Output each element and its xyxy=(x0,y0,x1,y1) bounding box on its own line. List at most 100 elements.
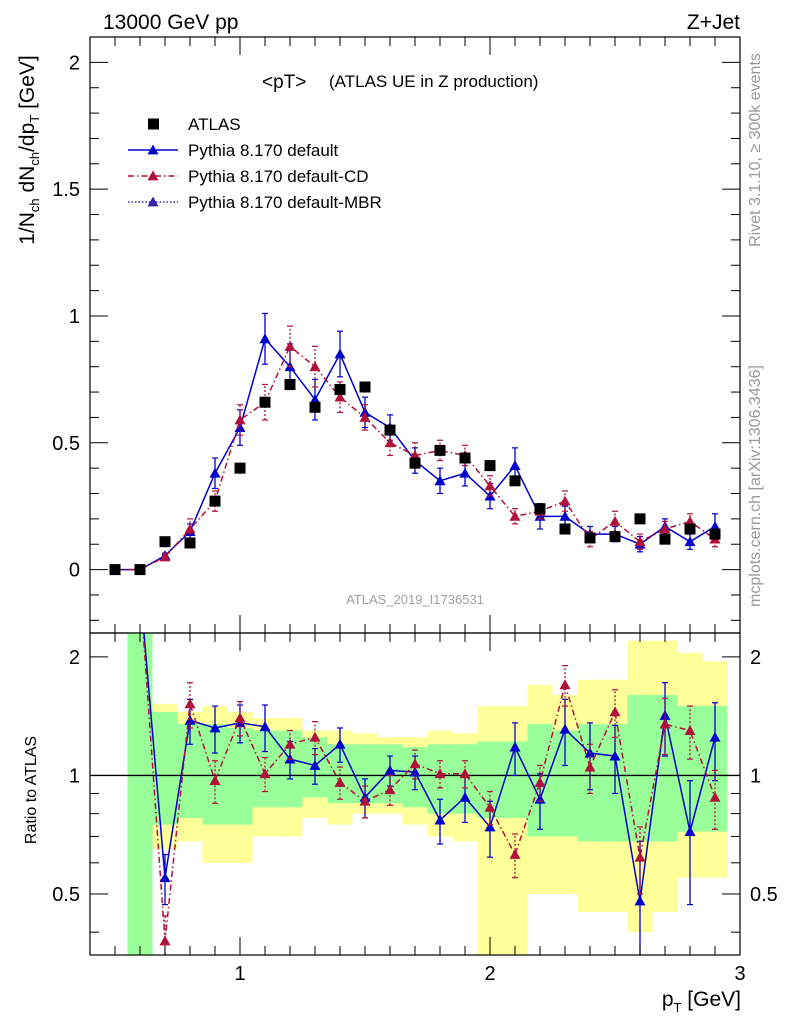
data-point xyxy=(684,536,696,547)
atlas-data-point xyxy=(659,533,671,545)
data-point xyxy=(159,551,171,562)
ratio-y-tick-label: 0.5 xyxy=(52,884,80,906)
ratio-data-point xyxy=(209,775,221,786)
ratio-data-point xyxy=(659,718,671,729)
uncertainty-band-inner xyxy=(227,727,253,825)
atlas-data-point xyxy=(284,378,296,390)
uncertainty-band-inner xyxy=(152,711,178,825)
atlas-data-point xyxy=(159,536,171,548)
data-point xyxy=(234,414,246,425)
atlas-data-point xyxy=(584,532,596,544)
ratio-data-point xyxy=(309,759,321,770)
analysis-label: ATLAS_2019_I1736531 xyxy=(346,592,484,607)
ratio-series-line-1 xyxy=(142,633,716,942)
ratio-data-point xyxy=(384,764,396,775)
atlas-data-point xyxy=(359,381,371,393)
uncertainty-band-inner xyxy=(627,695,653,842)
atlas-data-point xyxy=(259,396,271,408)
ratio-data-point xyxy=(484,821,496,832)
x-tick-label: 2 xyxy=(484,963,495,985)
header-right: Z+Jet xyxy=(687,11,740,34)
data-point xyxy=(509,460,521,471)
ratio-data-point xyxy=(509,741,521,752)
x-tick-label: 3 xyxy=(734,963,745,985)
legend-marker xyxy=(147,144,159,155)
ratio-data-point xyxy=(459,791,471,802)
data-point xyxy=(509,510,521,521)
ratio-data-point xyxy=(609,706,621,717)
uncertainty-band-inner xyxy=(127,633,153,955)
legend-marker xyxy=(147,170,159,181)
data-point xyxy=(534,510,546,521)
ratio-data-point xyxy=(359,795,371,806)
ratio-data-point xyxy=(684,725,696,735)
ratio-y-tick-label-right: 0.5 xyxy=(750,884,778,906)
legend-label: Pythia 8.170 default-MBR xyxy=(188,193,382,212)
legend-label: ATLAS xyxy=(188,115,241,134)
atlas-data-point xyxy=(434,444,446,456)
ratio-data-point xyxy=(159,935,171,946)
ratio-y-axis-label: Ratio to ATLAS xyxy=(23,736,40,844)
data-point xyxy=(384,437,396,448)
ratio-data-point xyxy=(409,758,421,769)
legend: ATLAS Pythia 8.170 default Pythia 8.170 de… xyxy=(128,115,382,212)
ratio-data-point xyxy=(559,679,571,690)
data-point xyxy=(334,348,346,359)
ratio-data-point xyxy=(634,895,646,906)
ratio-data-point xyxy=(484,801,496,812)
atlas-data-point xyxy=(609,531,621,543)
data-point xyxy=(634,536,646,547)
ratio-data-point xyxy=(709,731,721,742)
ratio-y-tick-label-right: 1 xyxy=(750,765,761,787)
legend-marker xyxy=(147,196,159,207)
header-left: 13000 GeV pp xyxy=(103,11,238,34)
ratio-data-point xyxy=(459,768,471,779)
ratio-y-tick-label-right: 2 xyxy=(750,647,761,669)
atlas-data-point xyxy=(234,462,246,474)
ratio-data-point xyxy=(334,738,346,749)
main-subtitle: (ATLAS UE in Z production) xyxy=(329,72,538,91)
mcplots-label: mcplots.cern.ch [arXiv:1306.3436] xyxy=(747,365,764,607)
data-point xyxy=(359,411,371,422)
data-point xyxy=(284,340,296,351)
legend-label: Pythia 8.170 default xyxy=(188,141,339,160)
ratio-data-point xyxy=(559,723,571,734)
main-title: <pT> xyxy=(262,72,306,93)
ratio-data-point xyxy=(609,750,621,761)
x-axis-label: pT [GeV] xyxy=(662,988,741,1015)
data-point xyxy=(209,467,221,478)
main-y-tick-label: 0.5 xyxy=(52,433,80,455)
atlas-data-point xyxy=(709,528,721,540)
atlas-data-point xyxy=(534,503,546,515)
data-point xyxy=(334,391,346,402)
ratio-data-point xyxy=(634,851,646,862)
data-point xyxy=(684,515,696,526)
atlas-data-point xyxy=(484,460,496,472)
atlas-data-point xyxy=(684,523,696,535)
ratio-data-point xyxy=(334,776,346,787)
main-axes: 0 0.5 1 1.5 2 xyxy=(52,36,741,633)
ratio-data-point xyxy=(684,826,696,837)
ratio-data-point xyxy=(309,731,321,742)
ratio-data-point xyxy=(534,776,546,787)
ratio-data-point xyxy=(259,768,271,779)
atlas-data-point xyxy=(384,424,396,436)
ratio-data-point xyxy=(209,722,221,733)
main-y-tick-label: 2 xyxy=(69,52,80,74)
legend-label: Pythia 8.170 default-CD xyxy=(188,167,369,186)
ratio-data-point xyxy=(284,738,296,749)
data-point xyxy=(309,361,321,372)
atlas-data-point xyxy=(509,475,521,487)
legend-marker xyxy=(148,118,159,130)
ratio-panel: 0.5 0.5 1 1 2 2 1 2 3 Ratio to ATLAS pT [GeV] xyxy=(23,632,778,1015)
data-point xyxy=(659,523,671,534)
main-panel: 0 0.5 1 1.5 2 <pT> (ATLAS UE in Z production… xyxy=(16,36,741,634)
ratio-y-tick-label: 2 xyxy=(69,647,80,669)
ratio-data-point xyxy=(434,768,446,779)
ratio-data-point xyxy=(409,766,421,777)
ratio-plot-content xyxy=(90,633,740,955)
ratio-data-point xyxy=(384,784,396,795)
data-point xyxy=(409,449,421,460)
main-y-axis-label: 1/Nch dNch/dpT [GeV] xyxy=(16,55,42,245)
